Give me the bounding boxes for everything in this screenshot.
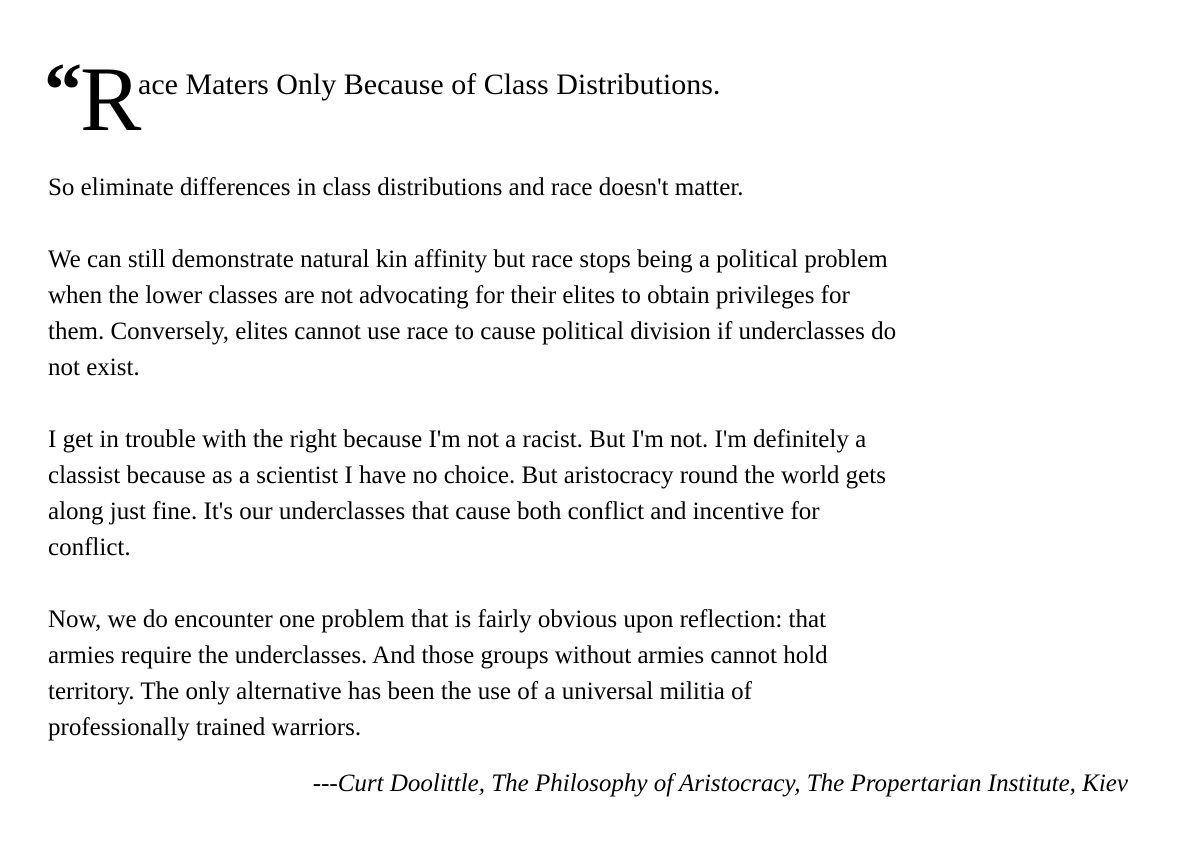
open-quote-mark: “ xyxy=(44,48,82,132)
quote-title: “ R ace Maters Only Because of Class Dis… xyxy=(44,40,1128,170)
paragraph-1: So eliminate differences in class distri… xyxy=(48,174,744,201)
paragraph-4: Now, we do encounter one problem that is… xyxy=(48,606,828,741)
paragraph-2: We can still demonstrate natural kin aff… xyxy=(48,246,897,381)
drop-cap-letter: R xyxy=(80,48,142,150)
attribution-line: ---Curt Doolittle, The Philosophy of Ari… xyxy=(312,770,1128,797)
quote-body: So eliminate differences in class distri… xyxy=(48,170,1128,746)
paragraph-3: I get in trouble with the right because … xyxy=(48,426,886,561)
title-text: ace Maters Only Because of Class Distrib… xyxy=(138,68,721,101)
